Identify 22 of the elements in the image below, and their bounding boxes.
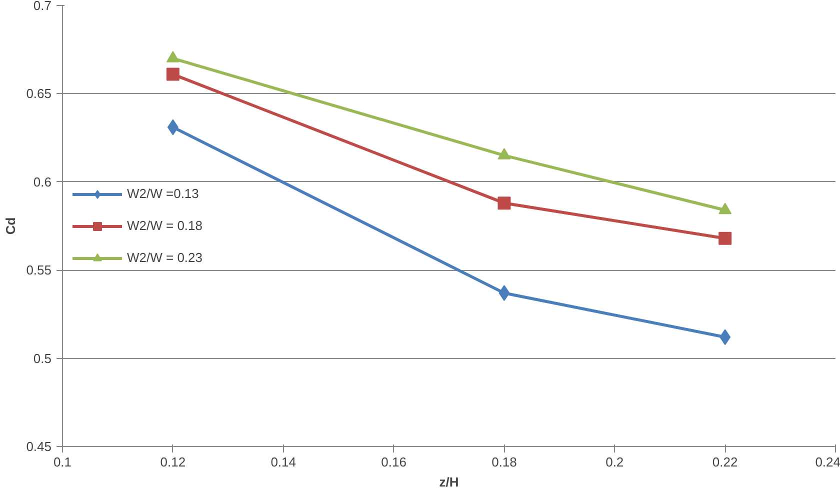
y-axis-title: Cd xyxy=(3,217,18,235)
y-tick-label: 0.6 xyxy=(33,174,52,190)
x-tick-label: 0.22 xyxy=(712,454,738,470)
y-tick-label: 0.5 xyxy=(33,350,52,366)
x-tick-label: 0.12 xyxy=(160,454,186,470)
point xyxy=(718,232,732,245)
x-tick-label: 0.18 xyxy=(492,454,517,470)
y-tick-label: 0.55 xyxy=(26,262,52,278)
legend-label: W2/W =0.13 xyxy=(127,186,199,201)
y-tick-label: 0.65 xyxy=(26,86,52,102)
x-tick-label: 0.1 xyxy=(53,454,72,470)
y-tick-label: 0.45 xyxy=(26,439,52,454)
x-tick-label: 0.16 xyxy=(381,454,406,470)
x-tick-label: 0.14 xyxy=(270,454,296,470)
x-tick-label: 0.24 xyxy=(815,454,840,470)
x-axis-title: z/H xyxy=(439,474,459,490)
y-tick-label: 0.7 xyxy=(33,0,52,13)
point xyxy=(498,196,511,210)
legend-label: W2/W = 0.18 xyxy=(127,218,202,233)
legend-label: W2/W = 0.23 xyxy=(127,250,202,265)
point xyxy=(166,68,180,81)
x-tick-label: 0.2 xyxy=(606,454,624,470)
